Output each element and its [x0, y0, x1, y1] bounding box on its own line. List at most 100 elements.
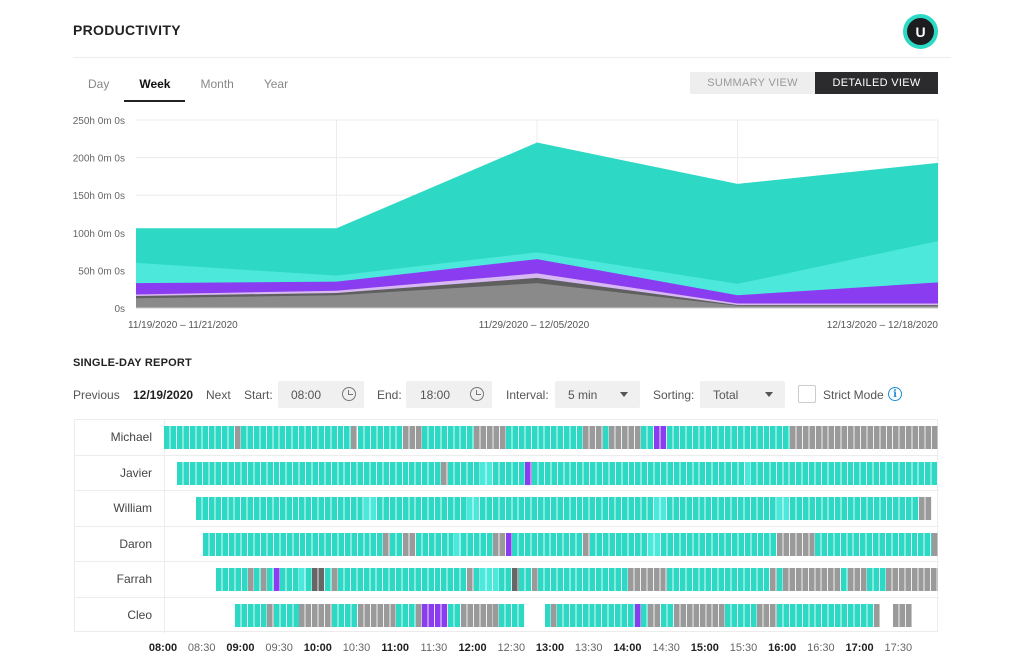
activity-block[interactable] [415, 532, 455, 556]
tab-month[interactable]: Month [200, 77, 234, 91]
activity-block[interactable] [789, 426, 938, 450]
activity-block[interactable] [847, 568, 868, 592]
activity-block[interactable] [254, 568, 261, 592]
tab-year[interactable]: Year [263, 77, 289, 91]
activity-block[interactable] [931, 532, 938, 556]
activity-block[interactable] [273, 603, 300, 627]
activity-block[interactable] [634, 603, 642, 627]
activity-block[interactable] [750, 461, 938, 485]
activity-block[interactable] [654, 426, 668, 450]
activity-block[interactable] [583, 426, 603, 450]
activity-block[interactable] [357, 603, 397, 627]
sorting-select[interactable]: Total [700, 381, 785, 408]
activity-block[interactable] [492, 461, 526, 485]
activity-block[interactable] [776, 497, 790, 521]
activity-block[interactable] [473, 426, 506, 450]
activity-block[interactable] [325, 568, 332, 592]
activity-block[interactable] [641, 603, 648, 627]
activity-block[interactable] [551, 603, 558, 627]
activity-block[interactable] [667, 568, 771, 592]
activity-block[interactable] [267, 568, 274, 592]
activity-block[interactable] [234, 426, 242, 450]
activity-block[interactable] [725, 603, 758, 627]
activity-block[interactable] [273, 568, 281, 592]
activity-block[interactable] [447, 603, 461, 627]
area-series-6[interactable] [136, 142, 938, 308]
activity-block[interactable] [667, 426, 790, 450]
tab-week[interactable]: Week [124, 70, 186, 102]
activity-block[interactable] [673, 603, 726, 627]
avatar[interactable]: U [903, 14, 938, 49]
activity-block[interactable] [467, 497, 481, 521]
activity-block[interactable] [467, 568, 474, 592]
activity-block[interactable] [215, 568, 248, 592]
activity-block[interactable] [422, 426, 474, 450]
activity-block[interactable] [641, 426, 655, 450]
activity-block[interactable] [389, 532, 403, 556]
activity-block[interactable] [363, 497, 377, 521]
activity-block[interactable] [505, 426, 584, 450]
activity-block[interactable] [583, 532, 590, 556]
activity-block[interactable] [441, 461, 448, 485]
activity-block[interactable] [202, 532, 384, 556]
activity-block[interactable] [841, 568, 848, 592]
activity-block[interactable] [260, 568, 268, 592]
activity-block[interactable] [512, 568, 519, 592]
start-time-input[interactable]: 08:00 [278, 381, 364, 408]
activity-block[interactable] [867, 568, 887, 592]
summary-view-button[interactable]: SUMMARY VIEW [690, 72, 815, 94]
activity-block[interactable] [383, 532, 390, 556]
previous-link[interactable]: Previous [73, 387, 120, 402]
activity-block[interactable] [305, 568, 313, 592]
activity-block[interactable] [499, 603, 526, 627]
activity-block[interactable] [460, 603, 500, 627]
activity-block[interactable] [531, 568, 539, 592]
detailed-view-button[interactable]: DETAILED VIEW [815, 72, 938, 94]
activity-block[interactable] [460, 532, 493, 556]
activity-block[interactable] [744, 461, 751, 485]
activity-block[interactable] [351, 426, 358, 450]
activity-block[interactable] [538, 568, 629, 592]
activity-block[interactable] [357, 426, 403, 450]
activity-block[interactable] [892, 603, 913, 627]
end-time-input[interactable]: 18:00 [406, 381, 492, 408]
activity-block[interactable] [454, 532, 461, 556]
strict-mode-checkbox[interactable] [798, 385, 816, 403]
info-icon[interactable]: i [888, 387, 902, 401]
activity-block[interactable] [338, 568, 468, 592]
activity-block[interactable] [667, 497, 777, 521]
activity-block[interactable] [789, 497, 919, 521]
activity-block[interactable] [628, 568, 668, 592]
activity-block[interactable] [518, 568, 532, 592]
activity-block[interactable] [396, 603, 416, 627]
activity-block[interactable] [783, 568, 842, 592]
activity-block[interactable] [602, 426, 610, 450]
activity-block[interactable] [544, 603, 551, 627]
activity-block[interactable] [525, 461, 532, 485]
activity-block[interactable] [402, 426, 422, 450]
activity-block[interactable] [402, 532, 416, 556]
activity-block[interactable] [473, 568, 481, 592]
activity-block[interactable] [312, 568, 326, 592]
activity-block[interactable] [234, 603, 268, 627]
activity-block[interactable] [499, 568, 513, 592]
activity-block[interactable] [770, 568, 777, 592]
activity-block[interactable] [331, 603, 358, 627]
activity-block[interactable] [776, 603, 874, 627]
activity-block[interactable] [654, 497, 668, 521]
activity-block[interactable] [647, 603, 661, 627]
activity-block[interactable] [660, 532, 777, 556]
activity-block[interactable] [589, 532, 648, 556]
activity-block[interactable] [918, 497, 932, 521]
activity-block[interactable] [267, 603, 274, 627]
activity-block[interactable] [647, 532, 661, 556]
activity-block[interactable] [299, 568, 306, 592]
activity-block[interactable] [480, 461, 493, 485]
activity-block[interactable] [422, 603, 448, 627]
activity-block[interactable] [415, 603, 422, 627]
activity-block[interactable] [886, 568, 938, 592]
activity-block[interactable] [164, 426, 235, 450]
activity-block[interactable] [660, 603, 674, 627]
activity-block[interactable] [480, 497, 655, 521]
activity-block[interactable] [776, 532, 816, 556]
